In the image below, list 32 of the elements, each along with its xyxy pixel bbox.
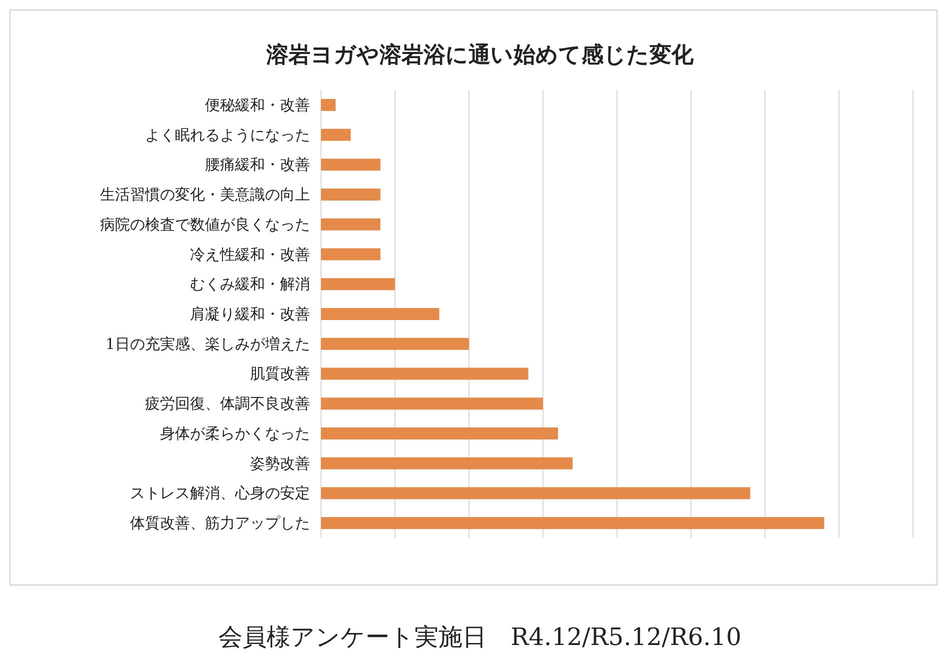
bar [321,98,336,111]
y-tick-label: 肌質改善 [250,364,310,383]
bar [321,517,824,530]
y-tick-label: よく眠れるようになった [145,126,310,144]
y-tick-label: 1日の充実感、楽しみが増えた [105,334,310,353]
bar [321,308,440,320]
text: 会員様アンケート実施日 R4.12/R5.12/R6.10 [218,623,742,651]
y-tick-label: 生活習慣の変化・美意識の向上 [100,186,310,204]
chart-title: 溶岩ヨガや溶岩浴に通い始めて感じた変化 [266,42,694,68]
bar [321,427,558,440]
y-tick-label: 疲労回復、体調不良改善 [145,394,310,413]
y-tick-label: 冷え性緩和・改善 [190,245,310,264]
bar [321,457,573,470]
y-tick-label: 体質改善、筋力アップした [130,514,310,532]
bar [321,398,543,410]
bar [321,188,380,201]
y-tick-label: 姿勢改善 [250,454,310,472]
bar [321,338,469,350]
y-tick-label: むくみ緩和・解消 [190,275,310,294]
bar [321,487,750,500]
bar [321,218,380,230]
y-tick-label: 身体が柔らかくなった [160,424,310,442]
bar [321,128,351,141]
bar [321,158,380,171]
y-tick-label: 腰痛緩和・改善 [205,156,310,174]
y-tick-label: 肩凝り緩和・改善 [190,305,310,323]
bar [321,278,395,290]
bar [321,248,380,260]
y-tick-label: ストレス解消、心身の安定 [130,484,310,502]
y-tick-label: 便秘緩和・改善 [205,96,310,114]
bar [321,368,528,380]
y-tick-label: 病院の検査で数値が良くなった [100,215,310,234]
